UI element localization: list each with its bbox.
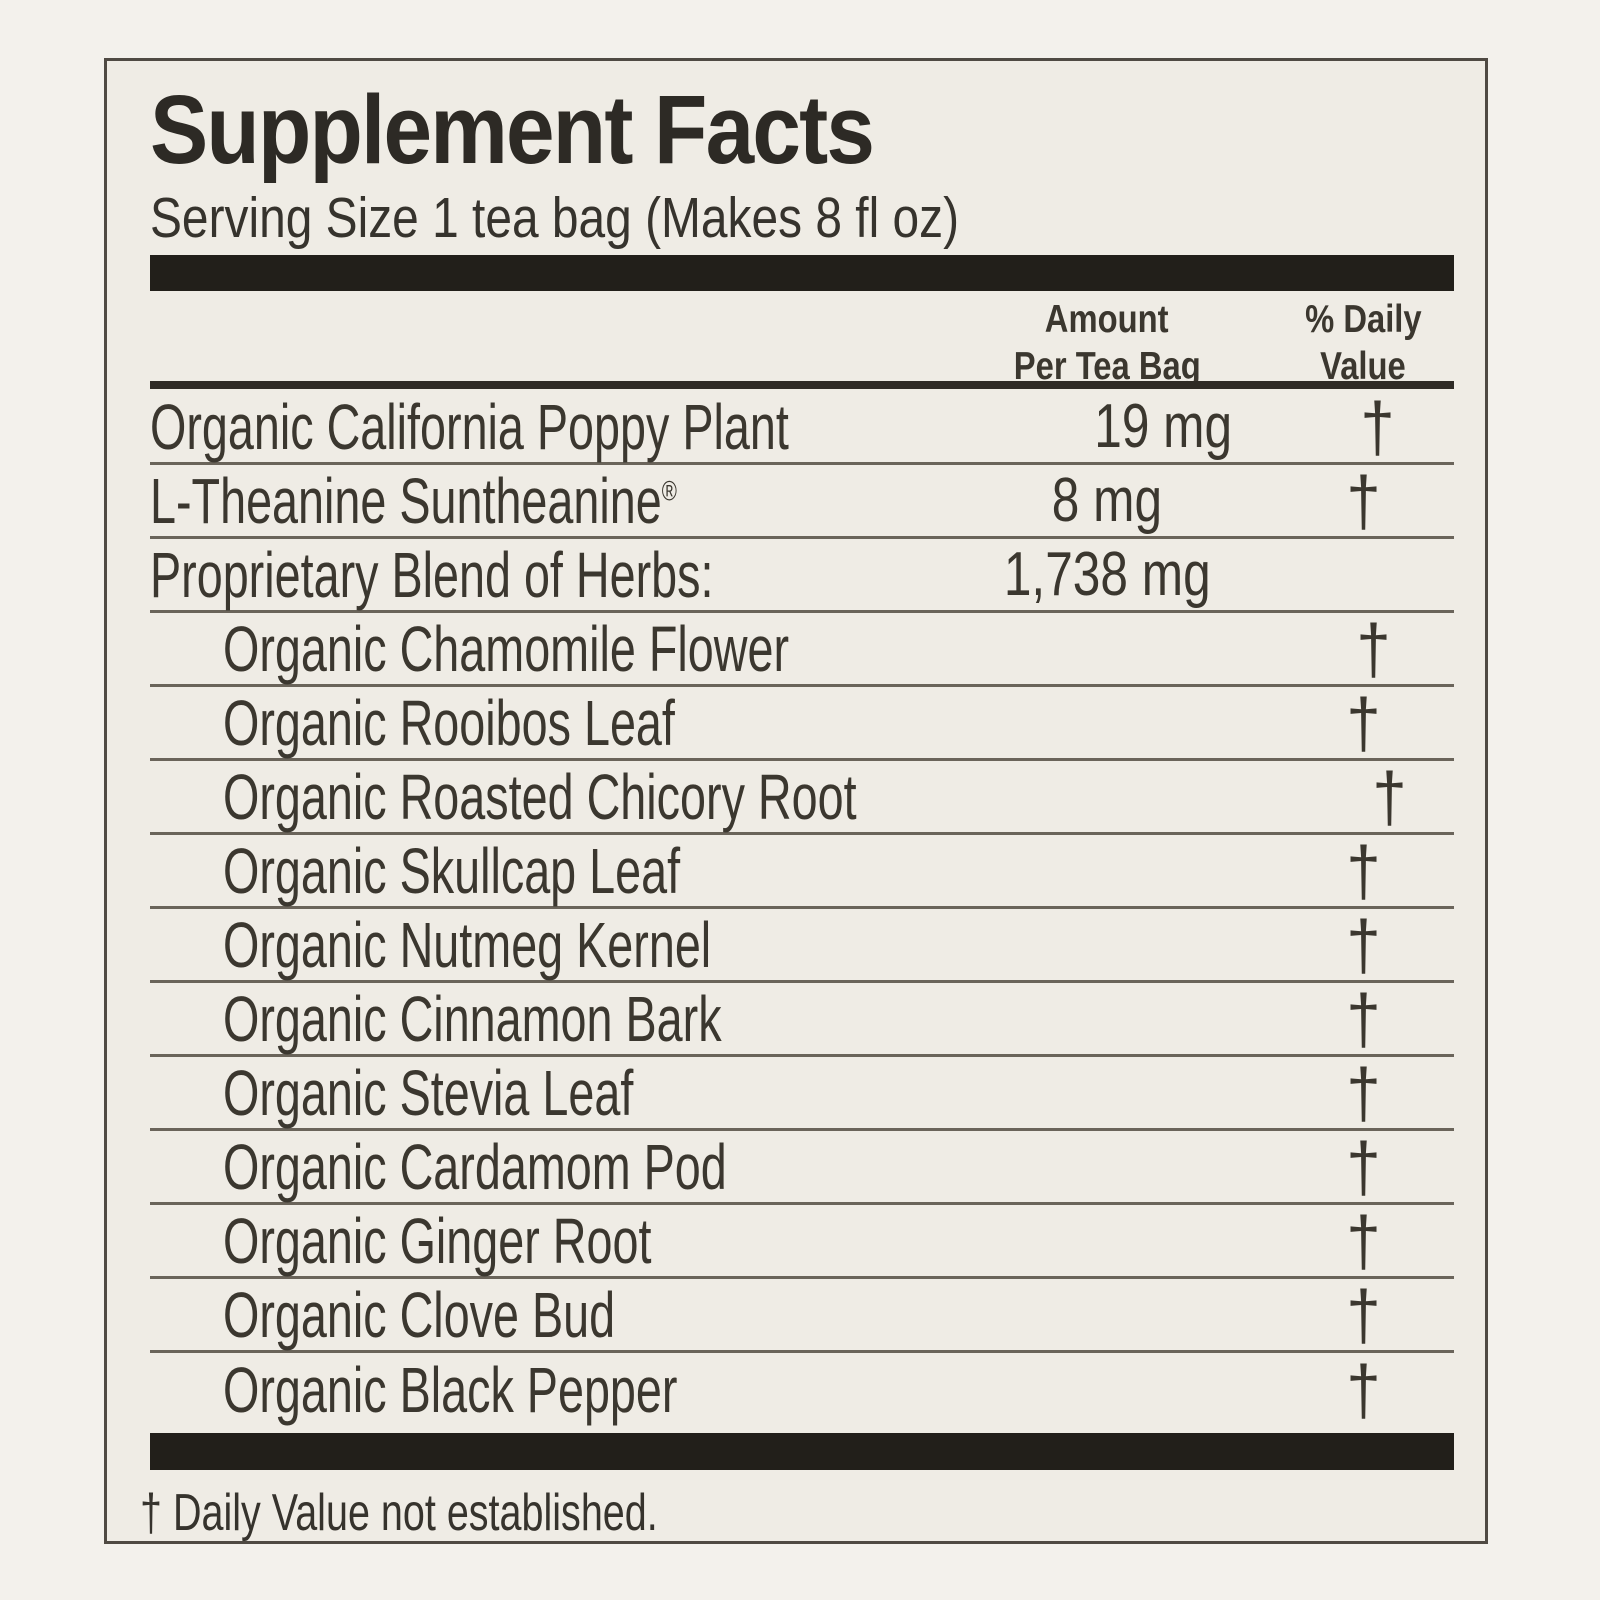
table-row: Organic California Poppy Plant 19 mg † <box>150 391 1454 465</box>
table-row: L-Theanine Suntheanine® 8 mg † <box>150 465 1454 539</box>
table-row: Organic Chamomile Flower † <box>150 613 1454 687</box>
daily-value: † <box>1345 1275 1381 1354</box>
table-row: Organic Rooibos Leaf † <box>150 687 1454 761</box>
panel-title-text: Supplement Facts <box>150 75 875 184</box>
column-header-daily-value: % Daily Value <box>1272 297 1454 391</box>
column-header-amount-line2: Per Tea Bag <box>1013 344 1201 388</box>
amount-value <box>942 1062 1272 1124</box>
ingredient-name: Organic Chamomile Flower <box>223 612 790 685</box>
ingredient-name: Organic Rooibos Leaf <box>223 686 675 759</box>
panel-title: Supplement Facts <box>150 81 1454 178</box>
table-row: Organic Roasted Chicory Root † <box>150 761 1454 835</box>
amount-value <box>942 988 1272 1050</box>
table-row: Organic Stevia Leaf † <box>150 1057 1454 1131</box>
ingredient-name: Organic Clove Bud <box>223 1278 616 1351</box>
column-header-amount: Amount Per Tea Bag <box>942 297 1272 391</box>
daily-value <box>1272 540 1454 610</box>
amount-value <box>942 914 1272 976</box>
table-row: Organic Black Pepper † <box>150 1353 1454 1427</box>
amount-value: 8 mg <box>1051 465 1163 535</box>
serving-size-text: Serving Size 1 tea bag (Makes 8 fl oz) <box>150 186 960 250</box>
table-row: Organic Nutmeg Kernel † <box>150 909 1454 983</box>
ingredient-name: Organic California Poppy Plant <box>150 390 789 463</box>
table-row: Proprietary Blend of Herbs: 1,738 mg <box>150 539 1454 613</box>
divider-bar-bottom <box>150 1433 1454 1470</box>
header-rule <box>150 381 1454 389</box>
amount-value: 1,738 mg <box>1003 539 1211 609</box>
daily-value: † <box>1345 1127 1381 1206</box>
ingredient-name: L-Theanine Suntheanine® <box>150 464 677 537</box>
daily-value-footnote: † Daily Value not established. <box>140 1484 1454 1542</box>
ingredient-name: Organic Stevia Leaf <box>223 1056 634 1129</box>
table-row: Organic Clove Bud † <box>150 1279 1454 1353</box>
daily-value: † <box>1345 979 1381 1058</box>
daily-value: † <box>1345 461 1381 540</box>
daily-value: † <box>1345 1053 1381 1132</box>
daily-value: † <box>1372 757 1407 836</box>
column-headers: Amount Per Tea Bag % Daily Value <box>150 297 1454 391</box>
divider-bar-top <box>150 255 1454 291</box>
supplement-facts-panel: Supplement Facts Serving Size 1 tea bag … <box>104 58 1488 1544</box>
table-row: Organic Cinnamon Bark † <box>150 983 1454 1057</box>
daily-value: † <box>1345 1201 1381 1280</box>
ingredients-table: Organic California Poppy Plant 19 mg † L… <box>150 391 1454 1427</box>
ingredient-name: Organic Black Pepper <box>223 1354 678 1426</box>
amount-value <box>1091 766 1325 828</box>
ingredient-name: Organic Roasted Chicory Root <box>223 760 857 833</box>
daily-value: † <box>1360 387 1395 466</box>
table-row: Organic Skullcap Leaf † <box>150 835 1454 909</box>
table-row: Organic Ginger Root † <box>150 1205 1454 1279</box>
amount-value <box>942 1136 1272 1198</box>
ingredient-name: Organic Nutmeg Kernel <box>223 908 712 981</box>
table-row: Organic Cardamom Pod † <box>150 1131 1454 1205</box>
daily-value: † <box>1345 905 1381 984</box>
daily-value: † <box>1355 609 1391 688</box>
amount-value <box>942 1359 1272 1421</box>
ingredient-name: Organic Cinnamon Bark <box>223 982 722 1055</box>
amount-value: 19 mg <box>1094 391 1233 461</box>
amount-value <box>942 692 1272 754</box>
amount-value <box>942 840 1272 902</box>
column-header-daily-value-line2: Value <box>1320 344 1406 388</box>
column-header-daily-value-line1: % Daily <box>1304 298 1422 341</box>
ingredient-name: Organic Cardamom Pod <box>223 1130 727 1203</box>
ingredient-name: Organic Ginger Root <box>223 1204 652 1277</box>
ingredient-name: Organic Skullcap Leaf <box>223 834 681 907</box>
amount-value <box>942 1284 1272 1346</box>
amount-value <box>998 618 1292 680</box>
daily-value-footnote-text: † Daily Value not established. <box>140 1484 658 1542</box>
daily-value: † <box>1345 831 1381 910</box>
ingredient-name: Proprietary Blend of Herbs: <box>150 538 714 611</box>
amount-value <box>942 1210 1272 1272</box>
daily-value: † <box>1345 1351 1381 1429</box>
daily-value: † <box>1345 683 1381 762</box>
serving-size: Serving Size 1 tea bag (Makes 8 fl oz) <box>150 187 1454 250</box>
column-header-amount-line1: Amount <box>1045 298 1169 341</box>
